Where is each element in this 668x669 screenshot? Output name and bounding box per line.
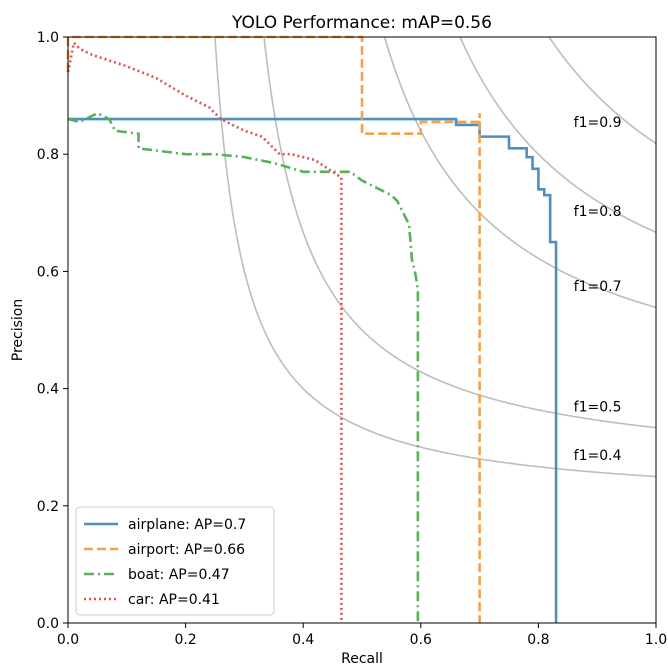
y-axis-label: Precision (10, 299, 26, 361)
legend-box (75, 506, 275, 616)
x-tick-label: 0.4 (292, 632, 314, 648)
y-tick-label: 0.6 (37, 264, 59, 280)
x-axis-ticks: 0.0 0.2 0.4 0.6 0.8 1.0 (57, 623, 667, 648)
iso-f1-curve (384, 37, 657, 309)
y-axis-ticks: 0.0 0.2 0.4 0.6 0.8 1.0 (37, 30, 68, 632)
iso-f1-curve (459, 37, 657, 234)
x-tick-label: 0.2 (174, 632, 196, 648)
x-tick-label: 0.6 (410, 632, 432, 648)
iso-f1-label: f1=0.7 (574, 279, 622, 295)
plot-frame (67, 36, 657, 624)
y-tick-label: 1.0 (37, 30, 59, 46)
legend-label: airplane: AP=0.7 (128, 517, 246, 533)
iso-f1-curves: f1=0.9 f1=0.8 f1=0.7 f1=0.5 f1=0.4 (214, 36, 657, 478)
legend-label: airport: AP=0.66 (128, 542, 245, 558)
iso-f1-label: f1=0.5 (574, 399, 622, 415)
series-line (67, 111, 420, 623)
x-tick-label: 0.8 (527, 632, 549, 648)
iso-f1-label: f1=0.4 (574, 448, 622, 464)
legend: airplane: AP=0.7 airport: AP=0.66 boat: AP… (75, 506, 275, 616)
iso-f1-curve (263, 37, 657, 429)
x-tick-label: 1.0 (645, 632, 667, 648)
x-tick-label: 0.0 (57, 632, 79, 648)
x-axis-label: Recall (341, 651, 383, 667)
y-tick-label: 0.4 (37, 382, 59, 398)
y-tick-label: 0.2 (37, 499, 59, 515)
legend-label: car: AP=0.41 (128, 592, 220, 608)
legend-label: boat: AP=0.47 (128, 567, 230, 583)
iso-f1-curve (548, 36, 657, 145)
iso-f1-label: f1=0.9 (574, 115, 622, 131)
y-tick-label: 0.8 (37, 147, 59, 163)
iso-f1-curve (214, 38, 657, 478)
chart-title: YOLO Performance: mAP=0.56 (231, 13, 492, 33)
iso-f1-label: f1=0.8 (574, 204, 622, 220)
y-tick-label: 0.0 (37, 616, 59, 632)
